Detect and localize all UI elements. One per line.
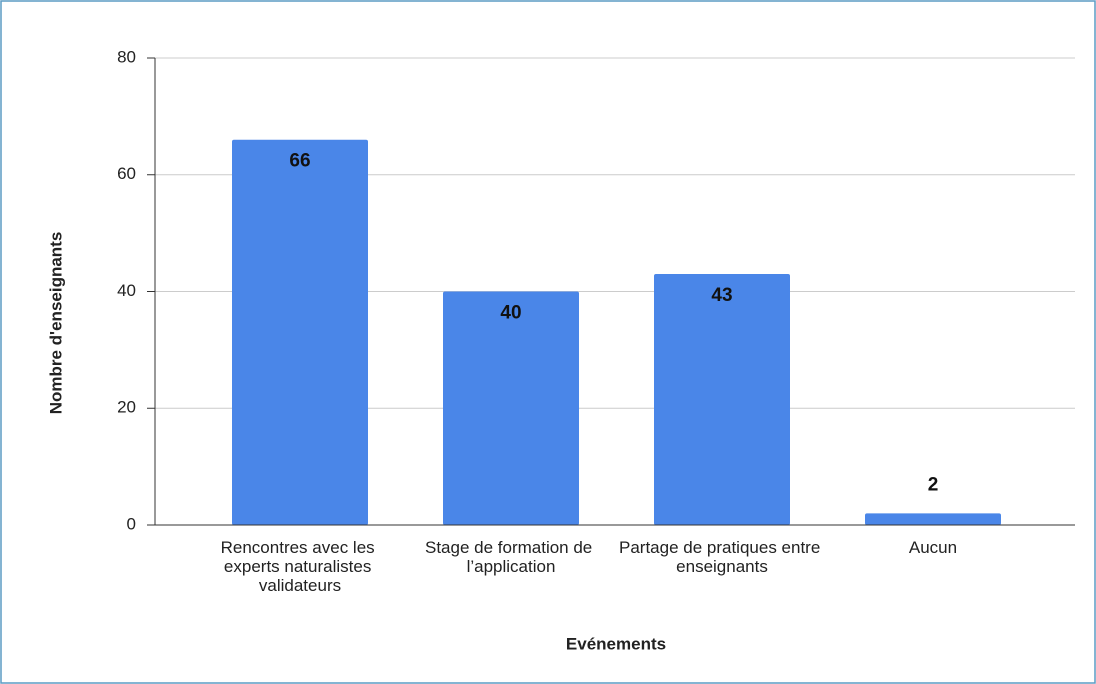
x-tick-label: Stage de formation de l’application — [425, 538, 597, 576]
y-tick-label: 20 — [117, 398, 136, 417]
bar — [443, 291, 579, 525]
x-axis-title: Evénements — [566, 634, 666, 653]
bar — [865, 513, 1001, 525]
x-tick-label: Partage de pratiques entre enseignants — [619, 538, 825, 576]
bar — [654, 273, 790, 525]
y-tick-label: 60 — [117, 164, 136, 183]
y-axis-title: Nombre d'enseignants — [46, 232, 65, 415]
data-label: 66 — [289, 151, 310, 172]
y-tick-label: 40 — [117, 281, 136, 300]
data-label: 43 — [711, 285, 732, 306]
x-tick-label: Rencontres avec les experts naturalistes… — [221, 538, 380, 595]
bar — [232, 139, 368, 525]
data-label: 2 — [928, 474, 939, 495]
x-tick-label: Aucun — [909, 538, 957, 557]
y-tick-label: 0 — [127, 514, 136, 533]
y-tick-label: 80 — [117, 47, 136, 66]
data-label: 40 — [500, 303, 521, 324]
